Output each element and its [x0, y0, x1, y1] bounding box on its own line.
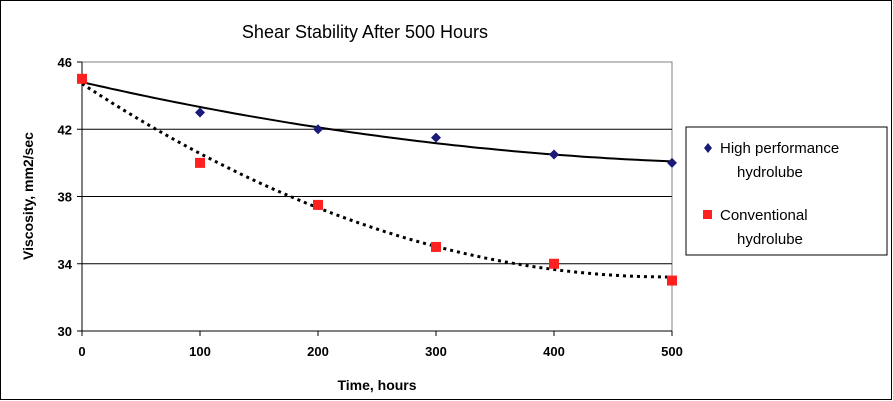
legend-diamond-marker [704, 143, 712, 153]
y-tick-label: 38 [58, 190, 72, 205]
data-point-diamond [431, 132, 441, 143]
legend-label-line2: hydrolube [737, 164, 803, 181]
x-tick-label: 0 [78, 344, 85, 359]
x-tick-label: 500 [661, 344, 683, 359]
legend-item-conventional: Conventional hydrolube [703, 207, 808, 248]
y-tick-label: 30 [58, 324, 72, 339]
trendline [81, 81, 673, 163]
data-point-diamond [549, 149, 559, 160]
x-tick-label: 200 [307, 344, 329, 359]
y-axis-title: Viscosity, mm2/sec [20, 132, 36, 260]
x-tick-label: 400 [543, 344, 565, 359]
legend-label-line2: hydrolube [737, 231, 803, 248]
chart-title: Shear Stability After 500 Hours [242, 22, 488, 42]
data-point-square [195, 157, 205, 168]
trendline [81, 82, 672, 279]
trendlines [81, 81, 673, 279]
data-point-diamond [195, 107, 205, 118]
data-point-diamond [313, 124, 323, 135]
data-markers [77, 73, 677, 286]
y-tick-label: 46 [58, 55, 72, 70]
x-tick-label: 100 [189, 344, 211, 359]
data-point-diamond [667, 157, 677, 168]
grid-lines [82, 128, 672, 265]
y-tick-label: 34 [58, 257, 73, 272]
data-point-square [549, 258, 559, 269]
data-point-square [313, 199, 323, 210]
legend-label-line1: Conventional [720, 207, 808, 224]
data-point-square [667, 275, 677, 286]
data-point-square [77, 73, 87, 84]
x-axis-title: Time, hours [337, 377, 416, 393]
x-axis-ticks: 0 100 200 300 400 500 [78, 330, 683, 359]
data-point-square [431, 241, 441, 252]
legend-box [685, 126, 888, 256]
y-axis-ticks: 30 34 38 42 46 [58, 55, 83, 339]
legend: High performance hydrolube Conventional … [685, 126, 888, 256]
legend-item-high-performance: High performance hydrolube [704, 140, 839, 181]
y-tick-label: 42 [58, 122, 72, 137]
legend-label-line1: High performance [720, 140, 839, 157]
legend-square-marker [703, 210, 712, 219]
x-tick-label: 300 [425, 344, 447, 359]
